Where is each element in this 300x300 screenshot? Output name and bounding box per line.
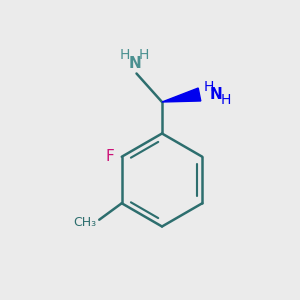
Polygon shape	[162, 88, 201, 102]
Text: H: H	[119, 49, 130, 62]
Text: F: F	[106, 149, 115, 164]
Text: H: H	[138, 49, 148, 62]
Text: N: N	[129, 56, 141, 70]
Text: H: H	[203, 80, 214, 94]
Text: CH₃: CH₃	[73, 216, 96, 229]
Text: H: H	[220, 94, 231, 107]
Text: N: N	[210, 87, 222, 102]
